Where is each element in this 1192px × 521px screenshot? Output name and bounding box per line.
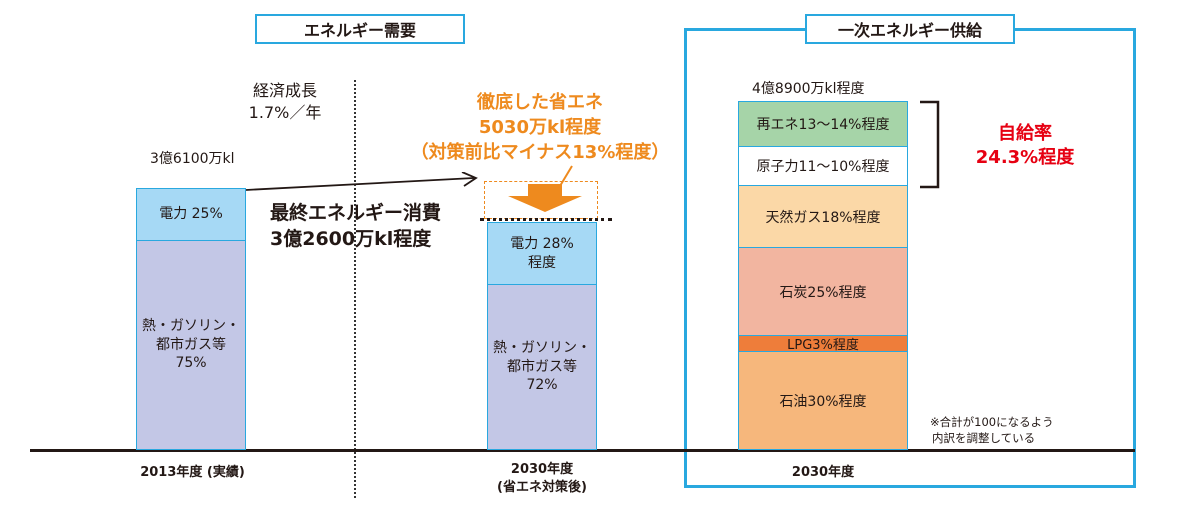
bar2030-heat-line1: 熱・ガソリン・: [493, 339, 591, 356]
bar2030-heat-line3: 72%: [526, 377, 558, 394]
bar2013-electric: 電力 25%: [136, 188, 246, 241]
final-line2: 3億2600万kl程度: [270, 228, 432, 250]
down-arrow-icon: [508, 165, 582, 212]
saving-line3: （対策前比マイナス13%程度）: [410, 142, 670, 163]
saving-line1: 徹底した省エネ: [477, 92, 603, 113]
growth-line2: 1.7%／年: [248, 103, 322, 122]
bar2013-electric-label: 電力 25%: [159, 206, 223, 223]
bar2030-heat-line2: 都市ガス等: [507, 358, 577, 375]
axis-label-2013: 2013年度 (実績): [140, 465, 245, 480]
demand-header: エネルギー需要: [255, 14, 465, 44]
self-sufficiency-bracket: [920, 100, 940, 189]
supply-segment-oil: 石油30%程度: [738, 351, 908, 450]
growth-line1: 経済成長: [252, 81, 317, 100]
bar2030-electric-line1: 電力 28%: [510, 235, 574, 252]
self-sufficiency-line2: 24.3%程度: [975, 147, 1075, 168]
saving-label: 徹底した省エネ 5030万kl程度 （対策前比マイナス13%程度）: [380, 90, 700, 165]
adjustment-note: ※合計が100になるよう 内訳を調整している: [930, 414, 1054, 446]
note-line1: ※合計が100になるよう: [930, 415, 1054, 429]
supply-total: 4億8900万kl程度: [752, 81, 865, 97]
supply-segment-nuclear: 原子力11～10%程度: [738, 146, 908, 186]
final-consumption-label: 最終エネルギー消費 3億2600万kl程度: [270, 200, 441, 252]
bar2030-electric-line2: 程度: [528, 254, 556, 271]
bar2013-heat-line2: 都市ガス等: [156, 336, 226, 353]
note-line2: 内訳を調整している: [932, 431, 1036, 445]
final-line1: 最終エネルギー消費: [270, 202, 442, 224]
supply-segment-label: 石油30%程度: [779, 393, 867, 410]
axis-2030-line1: 2030年度: [510, 462, 574, 477]
supply-segment-label: 石炭25%程度: [779, 284, 867, 301]
axis-label-2030-supply: 2030年度: [791, 465, 855, 480]
supply-segment-coal: 石炭25%程度: [738, 247, 908, 336]
bar2030-heat: 熱・ガソリン・ 都市ガス等 72%: [487, 284, 597, 450]
axis-2030-line2: (省エネ対策後): [497, 480, 587, 495]
supply-header: 一次エネルギー供給: [805, 14, 1015, 44]
bar2013-heat: 熱・ガソリン・ 都市ガス等 75%: [136, 240, 246, 450]
supply-segment-renewable: 再エネ13～14%程度: [738, 101, 908, 147]
bar2013-heat-line3: 75%: [175, 355, 207, 372]
supply-segment-label: LPG3%程度: [787, 338, 859, 353]
supply-segment-label: 天然ガス18%程度: [765, 209, 881, 226]
supply-segment-lpg: LPG3%程度: [738, 335, 908, 353]
bar2030-electric: 電力 28% 程度: [487, 222, 597, 285]
bar2013-heat-line1: 熱・ガソリン・: [142, 317, 240, 334]
self-sufficiency-label: 自給率 24.3%程度: [955, 122, 1095, 170]
divider-line: [354, 80, 356, 498]
axis-label-2030-demand: 2030年度 (省エネ対策後): [462, 461, 622, 497]
self-sufficiency-line1: 自給率: [998, 123, 1052, 144]
supply-segment-label: 再エネ13～14%程度: [756, 117, 890, 133]
supply-segment-gas: 天然ガス18%程度: [738, 185, 908, 248]
saving-line2: 5030万kl程度: [478, 117, 602, 138]
growth-label: 経済成長 1.7%／年: [225, 80, 345, 124]
growth-arrow: [245, 172, 478, 191]
supply-segment-label: 原子力11～10%程度: [756, 159, 890, 175]
saving-dotted-line: [480, 218, 612, 221]
bar2013-total: 3億6100万kl: [150, 151, 235, 167]
baseline: [30, 449, 1135, 452]
